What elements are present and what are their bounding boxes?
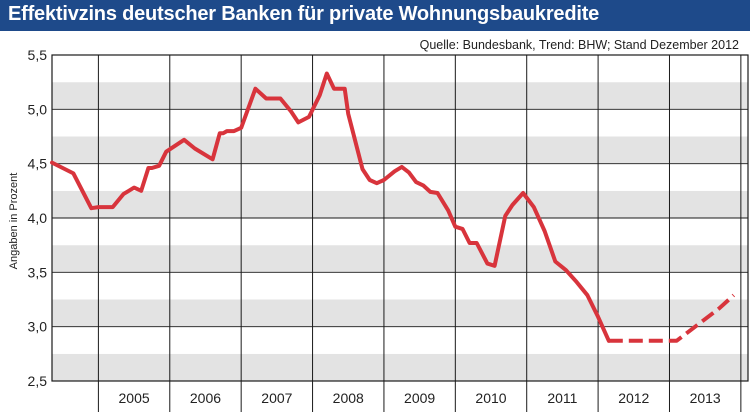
year-gridlines — [97, 55, 742, 412]
x-tick-label: 2006 — [190, 390, 221, 406]
background-band — [52, 109, 748, 137]
x-tick-label: 2010 — [475, 390, 506, 406]
y-tick-label: 3,0 — [28, 319, 48, 335]
y-tick-label: 5,0 — [28, 101, 48, 117]
trend-line-dashed — [608, 293, 736, 343]
x-tick-labels: 2005 2006 2007 2008 2009 2010 2011 2012 2013 — [119, 390, 721, 406]
interest-rate-line — [50, 71, 611, 343]
y-tick-label: 2,5 — [28, 373, 48, 389]
series-layer — [50, 71, 736, 343]
background-band — [52, 218, 748, 246]
x-tick-label: 2009 — [404, 390, 435, 406]
x-tick-label: 2011 — [547, 390, 577, 406]
title-bar: Effektivzins deutscher Banken für privat… — [0, 0, 750, 31]
y-axis-label: Angaben in Prozent — [8, 173, 20, 270]
plot-border — [51, 54, 749, 382]
background-band — [52, 272, 748, 300]
x-tick-label: 2013 — [690, 390, 721, 406]
background-band — [52, 82, 748, 110]
y-tick-labels: 2,5 3,0 3,5 4,0 4,5 5,0 5,5 — [28, 47, 48, 389]
chart-title: Effektivzins deutscher Banken für privat… — [8, 3, 600, 25]
x-tick-label: 2012 — [618, 390, 649, 406]
background-band — [52, 136, 748, 164]
y-tick-label: 3,5 — [28, 264, 48, 280]
y-tick-label: 4,0 — [28, 210, 48, 226]
y-tick-label: 4,5 — [28, 156, 48, 172]
x-tick-label: 2007 — [261, 390, 292, 406]
background-band — [52, 190, 748, 218]
background-band — [52, 55, 748, 83]
background-band — [52, 299, 748, 327]
source-note: Quelle: Bundesbank, Trend: BHW; Stand De… — [420, 38, 739, 52]
y-tick-label: 5,5 — [28, 47, 48, 63]
background-band — [52, 245, 748, 273]
chart-plot: 2,53,03,54,04,55,05,5 2005 2006 2007 2008 20… — [8, 38, 749, 412]
background-band — [52, 353, 748, 381]
x-tick-label: 2008 — [333, 390, 364, 406]
x-tick-label: 2005 — [119, 390, 150, 406]
background-band — [52, 326, 748, 354]
